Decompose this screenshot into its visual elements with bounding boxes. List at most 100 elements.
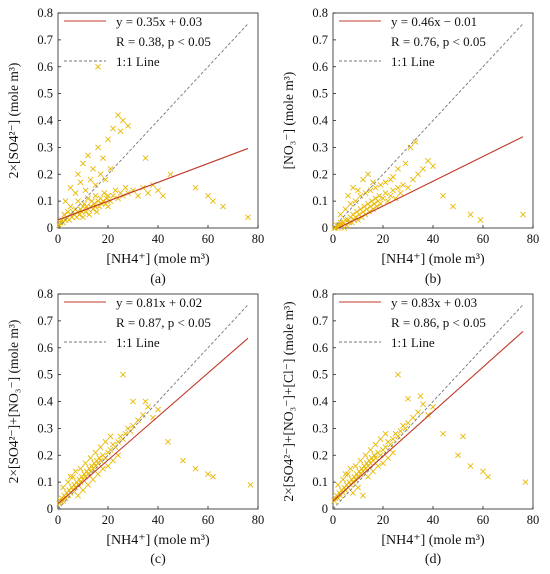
x-tick-label: 0	[55, 232, 61, 246]
y-axis-label: 2×[SO4²⁻] (mole m³)	[6, 63, 21, 179]
data-point	[485, 473, 491, 480]
data-point	[360, 492, 366, 499]
y-tick-label: 0.1	[37, 475, 53, 489]
panel-2: 0 0.1 0.2 0.3 0.4 0.5 0.6 0.7 0.8 0 20 40 60 80 y = 0.…	[281, 6, 539, 287]
data-point	[365, 171, 371, 178]
data-point	[85, 481, 91, 488]
data-point	[370, 179, 376, 186]
legend-one-to-one: 1:1 Line	[116, 54, 160, 69]
x-axis-label: [NH4⁺] (mole m³)	[106, 252, 210, 267]
x-tick-label: 20	[102, 232, 115, 246]
y-tick-label: 0.3	[37, 421, 53, 435]
x-tick-label: 40	[427, 232, 440, 246]
y-axis-label: [NO₃⁻] (mole m³)	[281, 72, 296, 170]
y-tick-label: 0.8	[312, 6, 328, 20]
data-point	[110, 457, 116, 464]
data-point	[410, 176, 416, 183]
data-point	[125, 122, 131, 129]
data-point	[425, 157, 431, 164]
fit-line	[332, 330, 524, 502]
data-point	[395, 184, 401, 191]
data-point	[382, 430, 389, 437]
data-point	[67, 203, 74, 210]
data-point	[520, 211, 526, 218]
y-tick-label: 0.4	[37, 395, 53, 409]
y-tick-label: 0	[47, 502, 53, 516]
x-tick-label: 80	[252, 513, 265, 527]
data-point	[160, 192, 166, 199]
legend-stats: R = 0.87, p < 0.05	[116, 315, 211, 330]
data-point	[105, 136, 111, 143]
data-point	[205, 471, 211, 477]
data-point	[350, 489, 356, 496]
data-point	[82, 460, 89, 467]
data-point	[67, 184, 74, 191]
data-point	[367, 187, 374, 194]
data-point	[467, 463, 474, 469]
one-to-one-line	[332, 304, 524, 510]
data-point	[97, 171, 104, 178]
data-point	[345, 192, 351, 199]
data-point	[86, 211, 93, 218]
panel-label: (a)	[150, 272, 166, 287]
one-to-one-line	[57, 304, 249, 510]
y-tick-label: 0.8	[37, 287, 53, 301]
x-tick-label: 80	[527, 513, 540, 527]
data-point	[385, 455, 391, 461]
data-point	[92, 182, 99, 188]
y-tick-label: 0.3	[312, 140, 328, 154]
y-tick-label: 0.4	[37, 114, 53, 128]
data-point	[95, 471, 101, 477]
data-point	[477, 217, 484, 223]
panel-4: 0 0.1 0.2 0.3 0.4 0.5 0.6 0.7 0.8 0 20 40 60 80 y = 0.…	[281, 287, 539, 567]
x-tick-label: 20	[102, 513, 115, 527]
data-point	[405, 420, 411, 426]
fit-line	[57, 337, 249, 505]
data-point	[347, 200, 354, 207]
data-point	[420, 401, 426, 408]
data-point	[192, 184, 199, 191]
y-tick-label: 0.7	[312, 314, 328, 328]
data-point	[140, 412, 146, 418]
data-point	[342, 206, 349, 213]
data-point	[107, 433, 114, 440]
legend-stats: R = 0.76, p < 0.05	[391, 34, 486, 49]
data-point	[117, 128, 124, 135]
data-point	[355, 217, 361, 223]
x-axis-label: [NH4⁺] (mole m³)	[381, 252, 485, 267]
data-point	[522, 479, 529, 486]
y-tick-label: 0	[47, 221, 53, 235]
fit-line	[338, 136, 524, 229]
panel-label: (b)	[425, 272, 442, 287]
data-point	[415, 171, 421, 178]
legend-one-to-one: 1:1 Line	[116, 335, 160, 350]
legend-equation: y = 0.46x − 0.01	[391, 14, 477, 29]
fit-line	[57, 147, 249, 221]
panel-1: 0 0.1 0.2 0.3 0.4 0.5 0.6 0.7 0.8 0 20 40 60 80 y = 0.…	[6, 6, 264, 287]
legend-stats: R = 0.86, p < 0.05	[391, 315, 486, 330]
data-point	[115, 438, 121, 445]
data-point	[205, 192, 211, 199]
data-point	[92, 192, 99, 199]
data-point	[395, 165, 401, 172]
data-point	[372, 184, 379, 191]
data-point	[87, 455, 94, 461]
data-point	[60, 484, 66, 491]
data-point	[377, 200, 384, 207]
data-point	[77, 179, 84, 186]
data-point	[167, 171, 174, 178]
data-point	[245, 214, 251, 221]
data-point	[390, 436, 396, 443]
y-tick-label: 0.4	[312, 114, 328, 128]
data-point	[362, 452, 369, 459]
x-tick-label: 20	[377, 232, 390, 246]
y-tick-label: 0.7	[37, 314, 53, 328]
data-point	[100, 155, 106, 162]
data-point	[80, 487, 86, 494]
data-point	[105, 463, 111, 469]
legend-stats: R = 0.38, p < 0.05	[116, 34, 211, 49]
data-point	[155, 187, 161, 194]
data-point	[210, 198, 216, 205]
y-tick-label: 0	[322, 502, 328, 516]
data-point	[130, 422, 136, 429]
